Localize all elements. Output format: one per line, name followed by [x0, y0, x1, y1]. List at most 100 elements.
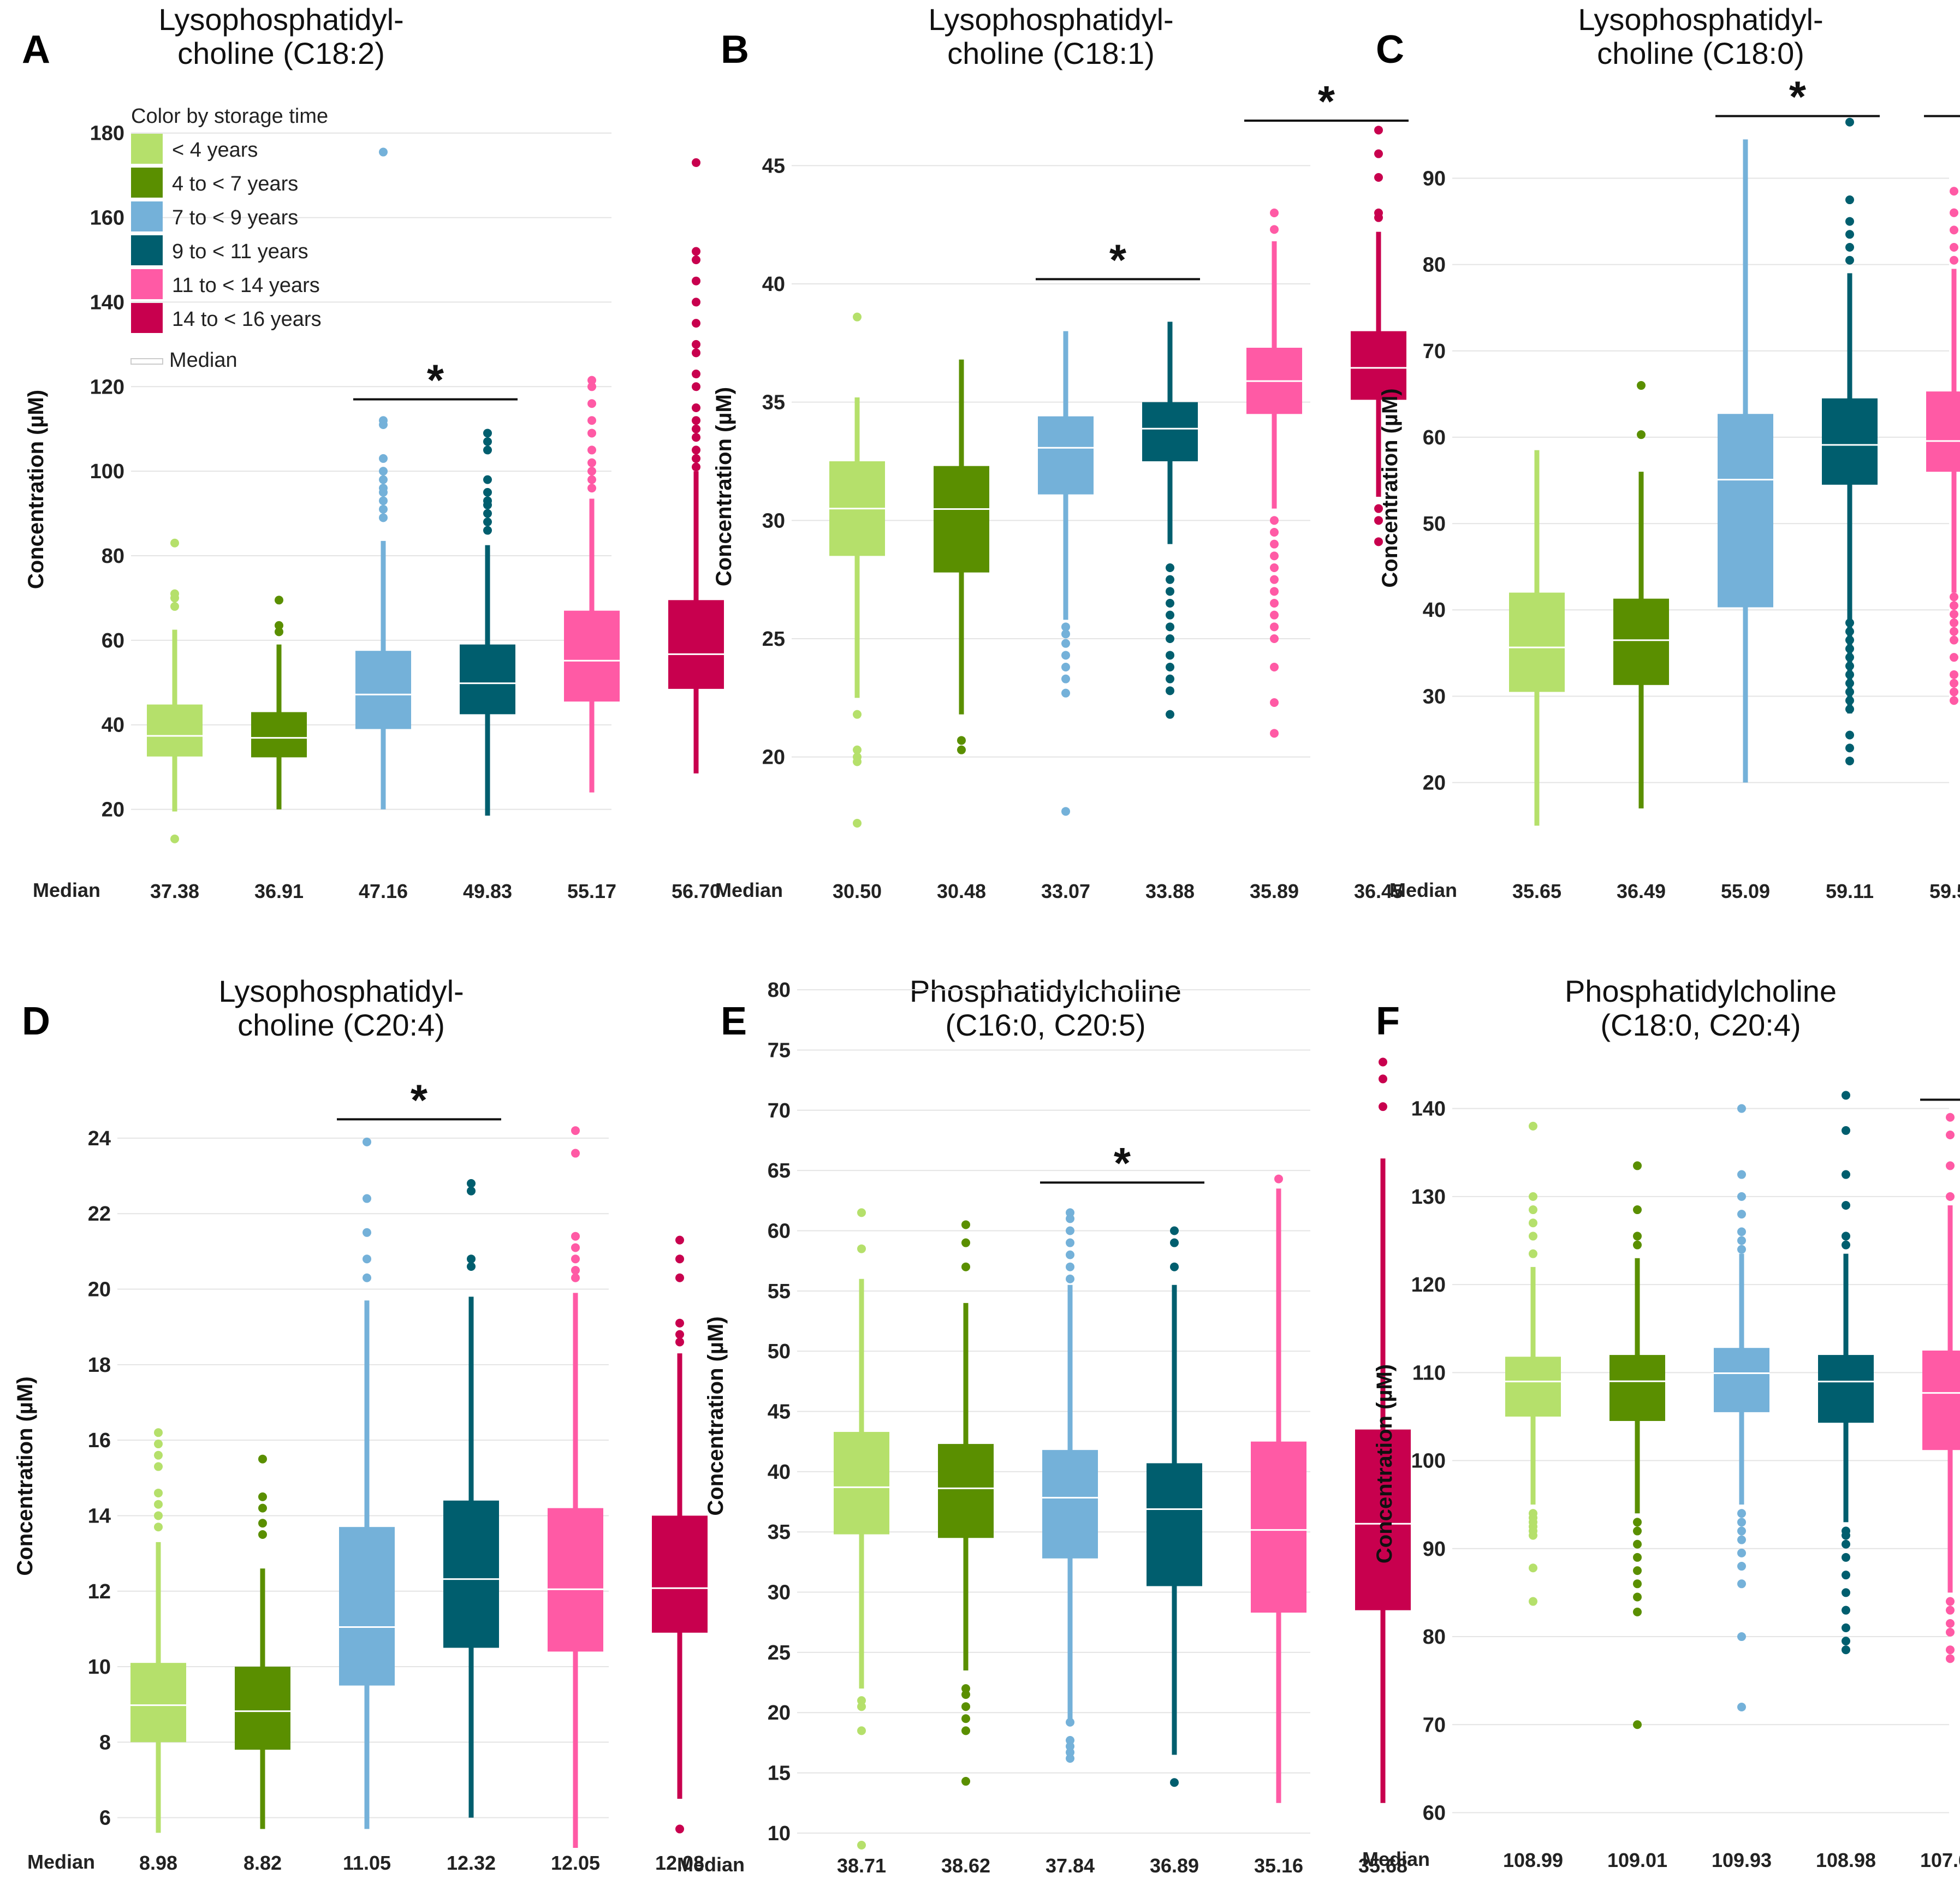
- outlier-point: [1737, 1579, 1746, 1589]
- y-tick-label: 80: [1423, 254, 1446, 277]
- median-value-label: 56.70: [672, 880, 721, 902]
- panel-letter: F: [1376, 1000, 1400, 1043]
- outlier-point: [1061, 688, 1070, 698]
- outlier-point: [1274, 1174, 1283, 1184]
- median-value-label: 35.16: [1254, 1854, 1303, 1877]
- outlier-point: [483, 475, 492, 484]
- outlier-point: [1529, 1218, 1537, 1228]
- iqr-box: [339, 1527, 395, 1686]
- outlier-point: [483, 429, 492, 438]
- median-row-label: Median: [27, 1851, 95, 1873]
- outlier-point: [1166, 686, 1174, 695]
- outlier-point: [1270, 622, 1279, 632]
- outlier-point: [1842, 1539, 1850, 1549]
- outlier-point: [1270, 516, 1279, 525]
- outlier-point: [961, 1220, 970, 1229]
- outlier-point: [571, 1149, 580, 1158]
- y-tick-label: 8: [99, 1731, 111, 1754]
- outlier-point: [1374, 209, 1383, 217]
- iqr-box: [1922, 1351, 1960, 1450]
- y-axis-label: Concentration (µM): [1373, 1364, 1397, 1563]
- outlier-point: [1845, 627, 1854, 636]
- outlier-point: [692, 424, 700, 433]
- median-value-label: 12.05: [551, 1852, 600, 1874]
- outlier-point: [1270, 587, 1279, 596]
- outlier-point: [275, 596, 283, 605]
- box-6: [652, 1235, 708, 1834]
- outlier-point: [1166, 622, 1174, 632]
- outlier-point: [692, 276, 700, 286]
- outlier-point: [467, 1179, 476, 1188]
- box-4: [460, 429, 515, 816]
- box-2: [1609, 1161, 1665, 1729]
- outlier-point: [1737, 1562, 1746, 1571]
- outlier-point: [1842, 1091, 1850, 1100]
- median-value-label: 36.89: [1150, 1854, 1199, 1877]
- significance-marker: *: [1318, 77, 1335, 126]
- outlier-point: [1842, 1526, 1850, 1536]
- median-value-label: 37.84: [1046, 1854, 1095, 1877]
- outlier-point: [587, 376, 596, 385]
- iqr-box: [1609, 1355, 1665, 1422]
- outlier-point: [1946, 1605, 1955, 1615]
- outlier-point: [154, 1511, 163, 1520]
- outlier-point: [1737, 1632, 1746, 1642]
- outlier-point: [1737, 1548, 1746, 1557]
- box-3: [1042, 1208, 1098, 1763]
- outlier-point: [857, 1702, 866, 1711]
- box-5: [564, 376, 620, 793]
- iqr-box: [934, 466, 989, 573]
- outlier-point: [1845, 730, 1854, 740]
- outlier-point: [692, 462, 700, 472]
- panel-letter: E: [721, 1000, 747, 1043]
- outlier-point: [1270, 528, 1279, 537]
- outlier-point: [258, 1519, 267, 1528]
- median-value-label: 11.05: [343, 1852, 391, 1874]
- iqr-box: [1042, 1450, 1098, 1559]
- outlier-point: [1170, 1238, 1179, 1247]
- y-tick-label: 16: [88, 1429, 111, 1452]
- outlier-point: [1842, 1571, 1850, 1580]
- chart-title-line: Lysophosphatidyl-: [158, 2, 403, 37]
- outlier-point: [1066, 1274, 1074, 1283]
- outlier-point: [1374, 537, 1383, 546]
- panel-f: F Phosphatidylcholine(C18:0, C20:4) 60 70 80…: [1362, 974, 1960, 1871]
- outlier-point: [1737, 1526, 1746, 1536]
- outlier-point: [258, 1503, 267, 1513]
- outlier-point: [379, 475, 388, 484]
- panel-letter: D: [22, 1000, 50, 1043]
- legend-entry-label: 9 to < 11 years: [172, 240, 308, 263]
- legend-entry-label: 4 to < 7 years: [172, 173, 298, 195]
- outlier-point: [1845, 653, 1854, 662]
- outlier-point: [1066, 1208, 1074, 1217]
- outlier-point: [1950, 679, 1958, 688]
- outlier-point: [675, 1318, 684, 1328]
- outlier-point: [675, 1273, 684, 1282]
- outlier-point: [1270, 663, 1279, 671]
- y-tick-label: 25: [762, 628, 785, 651]
- legend-median-swatch: [130, 358, 163, 365]
- outlier-point: [379, 496, 388, 506]
- outlier-point: [379, 416, 388, 425]
- y-axis-label: Concentration (µM): [13, 1376, 37, 1575]
- outlier-point: [1066, 1226, 1074, 1235]
- outlier-point: [170, 602, 179, 611]
- outlier-point: [1061, 651, 1070, 660]
- outlier-point: [1946, 1597, 1955, 1606]
- outlier-point: [1166, 674, 1174, 683]
- outlier-point: [1270, 610, 1279, 620]
- median-value-label: 109.01: [1607, 1849, 1667, 1871]
- outlier-point: [1529, 1249, 1537, 1258]
- outlier-point: [1529, 1509, 1537, 1518]
- panel-e: E Phosphatidylcholine(C16:0, C20:5) 10 15 20…: [677, 974, 1411, 1877]
- y-tick-label: 35: [768, 1521, 791, 1544]
- median-value-label: 33.88: [1145, 880, 1195, 902]
- box-6: [1355, 1057, 1411, 1803]
- outlier-point: [1633, 1720, 1642, 1729]
- outlier-point: [1270, 539, 1279, 549]
- outlier-point: [587, 467, 596, 476]
- panel-letter: B: [721, 28, 749, 72]
- box-1: [1505, 1121, 1561, 1606]
- outlier-point: [587, 484, 596, 493]
- y-tick-label: 180: [90, 122, 124, 145]
